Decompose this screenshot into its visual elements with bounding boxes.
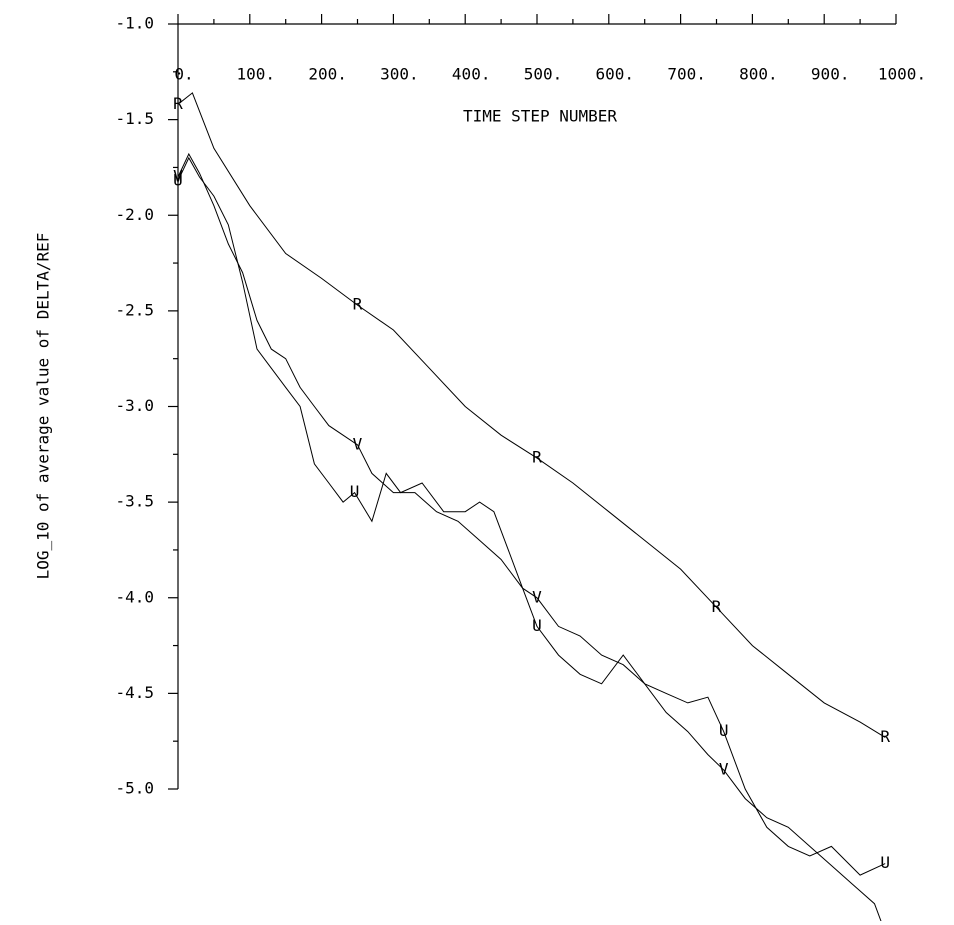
series-marker-label: U [880, 853, 890, 872]
x-tick-label: 500. [524, 65, 563, 84]
x-tick-label: 300. [380, 65, 419, 84]
series-marker-label: R [353, 295, 363, 314]
series-marker-label: R [712, 597, 722, 616]
series-marker-label: V [719, 759, 729, 778]
y-axis-title: LOG_10 of average value of DELTA/REF [34, 233, 53, 580]
x-tick-label: 800. [739, 65, 778, 84]
x-tick-label: 200. [308, 65, 347, 84]
series-marker-label: U [719, 721, 729, 740]
series-line [177, 92, 886, 738]
series-marker-label: V [173, 167, 183, 186]
y-tick-label: -5.0 [115, 779, 154, 798]
series-marker-label: U [532, 616, 542, 635]
series-line [177, 152, 883, 925]
series-marker-label: U [173, 170, 183, 189]
x-tick-label: 600. [596, 65, 635, 84]
x-tick-label: 700. [667, 65, 706, 84]
series-marker-label: R [880, 727, 890, 746]
series-marker-label: R [173, 94, 183, 113]
series-marker-label: U [350, 482, 360, 501]
y-tick-label: -1.0 [115, 14, 154, 33]
y-tick-label: -4.5 [115, 683, 154, 702]
x-tick-label: 0. [174, 65, 193, 84]
series-marker-label: V [353, 434, 363, 453]
x-tick-label: 400. [452, 65, 491, 84]
y-tick-label: -1.5 [115, 109, 154, 128]
y-tick-label: -2.5 [115, 300, 154, 319]
y-tick-label: -2.0 [115, 205, 154, 224]
series-marker-label: R [532, 448, 542, 467]
x-tick-label: 100. [237, 65, 276, 84]
y-tick-label: -3.0 [115, 396, 154, 415]
series-line [177, 156, 886, 876]
x-tick-label: 900. [811, 65, 850, 84]
y-tick-label: -4.0 [115, 587, 154, 606]
series-marker-label: V [532, 587, 542, 606]
y-tick-label: -3.5 [115, 492, 154, 511]
x-tick-label: 1000. [878, 65, 926, 84]
x-axis-title: TIME STEP NUMBER [463, 107, 617, 126]
